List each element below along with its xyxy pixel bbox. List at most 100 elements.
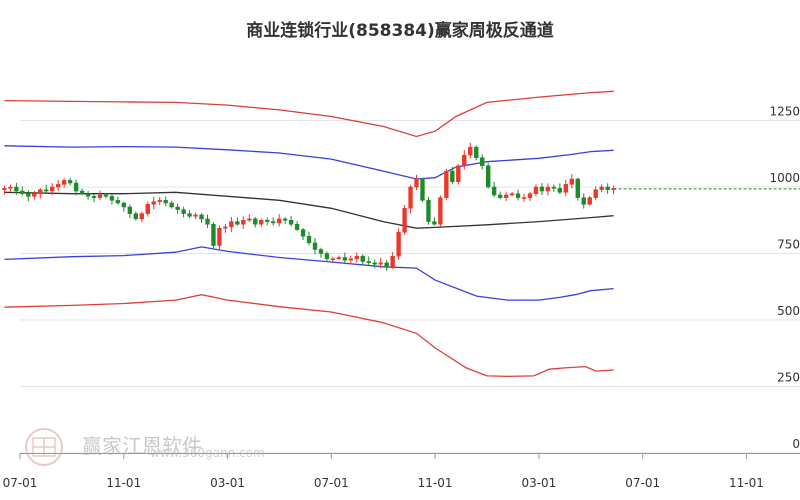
candle-body (139, 213, 144, 220)
candle (336, 255, 342, 261)
candle-body (199, 214, 204, 220)
candle-body (8, 186, 13, 189)
candle (205, 214, 210, 228)
candle-body (32, 193, 37, 197)
candle-body (503, 194, 509, 198)
candle-body (378, 262, 383, 265)
candle-body (259, 220, 264, 225)
candle (491, 181, 497, 198)
candle-body (497, 194, 503, 198)
candle (462, 150, 467, 170)
candle-body (599, 186, 604, 190)
candle-body (581, 197, 586, 205)
candle-body (402, 208, 407, 233)
candle (587, 196, 592, 206)
candle-body (121, 202, 127, 208)
candle (2, 185, 7, 195)
candle (73, 179, 79, 196)
candle-body (539, 186, 545, 192)
candle-body (175, 206, 180, 210)
outer-upper-band (4, 90, 614, 138)
candle-body (294, 224, 300, 230)
candle-body (73, 182, 79, 192)
y-tick-label: 250 (777, 371, 800, 385)
candle (414, 174, 419, 191)
candle (79, 188, 85, 195)
candle-body (79, 190, 85, 194)
candle (521, 193, 527, 202)
candle (127, 204, 133, 219)
chart-title: 商业连锁行业(858384)赢家周极反通道 (246, 21, 554, 41)
candle-body (241, 220, 246, 225)
candle (312, 237, 318, 255)
candle (575, 177, 580, 201)
y-axis: 0 250 500 750 1000 1250 (769, 105, 800, 451)
candle (354, 252, 359, 263)
candle (444, 168, 449, 201)
candle-body (414, 178, 419, 188)
candle-body (145, 204, 150, 214)
candle (38, 188, 43, 199)
candle (139, 211, 144, 223)
candle-body (187, 213, 192, 217)
candle-body (462, 154, 467, 166)
candle (485, 162, 491, 189)
watermark-logo-icon (25, 428, 63, 466)
candle (175, 203, 180, 214)
x-tick-label: 11-01 (729, 476, 764, 490)
x-tick-label: 07-01 (3, 476, 38, 490)
candle-body (438, 197, 443, 225)
candle-body (432, 221, 437, 225)
candle (217, 225, 222, 251)
candle-body (193, 214, 198, 217)
candle-body (67, 180, 73, 184)
candle-body (456, 165, 461, 182)
candle-body (593, 189, 598, 198)
candle-body (468, 146, 473, 156)
candle-body (169, 202, 174, 208)
candle (67, 177, 73, 186)
candle (384, 259, 389, 271)
candle (103, 192, 109, 199)
candle-body (306, 235, 312, 244)
candle (181, 206, 186, 218)
candle (563, 179, 569, 197)
candle-body (97, 194, 103, 198)
candle-body (390, 255, 395, 268)
candle (91, 194, 97, 203)
candle-body (109, 196, 115, 201)
candle-body (569, 178, 574, 185)
candle (318, 247, 324, 258)
candle (605, 183, 610, 194)
candle (270, 217, 276, 226)
y-tick-label: 500 (777, 304, 800, 318)
candle-body (384, 262, 389, 268)
candle (390, 252, 395, 270)
candle (599, 184, 604, 193)
candle-body (551, 186, 557, 189)
candle-body (360, 255, 365, 262)
candle-body (91, 196, 97, 198)
candle (306, 231, 312, 246)
candle-body (312, 242, 318, 250)
candle-body (330, 258, 336, 261)
candle-body (211, 224, 216, 246)
x-tick-label: 03-01 (210, 476, 245, 490)
candle-body (474, 146, 479, 159)
candle-body (163, 200, 168, 204)
candle (32, 191, 37, 200)
candle (223, 223, 228, 233)
y-tick-label: 1000 (769, 171, 800, 185)
candle (533, 184, 539, 197)
candle-body (247, 218, 252, 221)
candle (515, 189, 521, 201)
candle (8, 184, 13, 192)
candle (61, 178, 67, 188)
candle-body (26, 193, 31, 197)
y-tick-label: 1250 (769, 105, 800, 119)
candle-body (611, 188, 616, 190)
candle (581, 193, 586, 209)
candle (145, 201, 150, 217)
candle (360, 254, 365, 266)
